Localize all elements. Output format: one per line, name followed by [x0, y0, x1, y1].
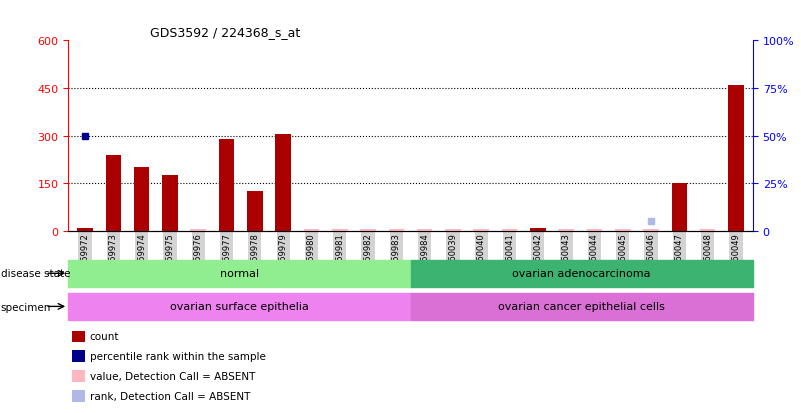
Bar [643, 230, 659, 231]
Text: normal: normal [219, 268, 259, 279]
Bar [671, 184, 687, 231]
Bar [304, 230, 320, 231]
Bar [219, 140, 235, 231]
Text: ovarian adenocarcinoma: ovarian adenocarcinoma [513, 268, 651, 279]
Bar [558, 230, 574, 231]
Bar [162, 176, 178, 231]
Bar [332, 230, 348, 231]
Bar [68, 293, 410, 320]
Text: specimen: specimen [1, 302, 51, 312]
Text: rank, Detection Call = ABSENT: rank, Detection Call = ABSENT [90, 391, 250, 401]
Bar [68, 260, 410, 287]
Bar [77, 228, 93, 231]
Text: count: count [90, 332, 119, 342]
Bar [445, 230, 461, 231]
Bar [276, 135, 291, 231]
Bar [410, 293, 753, 320]
Text: disease state: disease state [1, 269, 70, 279]
Text: ovarian cancer epithelial cells: ovarian cancer epithelial cells [498, 301, 665, 312]
Bar [501, 230, 517, 231]
Bar [191, 230, 206, 231]
Bar [106, 155, 121, 231]
Text: ovarian surface epithelia: ovarian surface epithelia [170, 301, 308, 312]
Bar [247, 192, 263, 231]
Bar [410, 260, 753, 287]
Text: GDS3592 / 224368_s_at: GDS3592 / 224368_s_at [151, 26, 300, 39]
Text: value, Detection Call = ABSENT: value, Detection Call = ABSENT [90, 371, 255, 381]
Text: percentile rank within the sample: percentile rank within the sample [90, 351, 266, 361]
Bar [586, 230, 602, 231]
Bar [473, 230, 489, 231]
Bar [700, 230, 715, 231]
Bar [615, 230, 630, 231]
Bar [728, 85, 744, 231]
Bar [417, 230, 433, 231]
Bar [388, 230, 405, 231]
Bar [360, 230, 376, 231]
Bar [134, 168, 150, 231]
Bar [530, 228, 545, 231]
